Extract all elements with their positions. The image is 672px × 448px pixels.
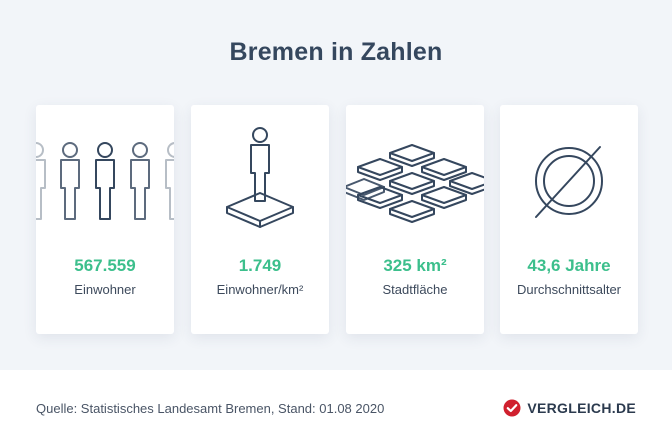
person-on-square-icon [191, 123, 329, 233]
source-note: Quelle: Statistisches Landesamt Bremen, … [36, 401, 385, 416]
stat-label: Einwohner [74, 282, 136, 297]
footer: Quelle: Statistisches Landesamt Bremen, … [0, 370, 672, 448]
stat-card-density: 1.749 Einwohner/km² [191, 105, 329, 334]
stat-label: Stadtfläche [382, 282, 448, 297]
area-tiles-icon [346, 123, 484, 233]
brand-name: VERGLEICH.DE [527, 400, 636, 416]
stat-value: 567.559 [74, 256, 136, 275]
stat-value: 43,6 Jahre [527, 256, 611, 275]
stat-value: 325 km² [383, 256, 447, 275]
checkmark-badge-icon [503, 399, 521, 417]
stat-card-area: 325 km² Stadtfläche [346, 105, 484, 334]
brand-logo[interactable]: VERGLEICH.DE [503, 399, 636, 417]
page-title: Bremen in Zahlen [229, 38, 443, 66]
stat-value: 1.749 [238, 256, 282, 275]
stat-label: Durchschnittsalter [516, 282, 622, 297]
people-row-icon [36, 123, 174, 233]
diameter-circle-icon [500, 123, 638, 233]
stat-card-age: 43,6 Jahre Durchschnittsalter [500, 105, 638, 334]
stat-label: Einwohner/km² [216, 282, 304, 297]
stat-card-einwohner: 567.559 Einwohner [36, 105, 174, 334]
